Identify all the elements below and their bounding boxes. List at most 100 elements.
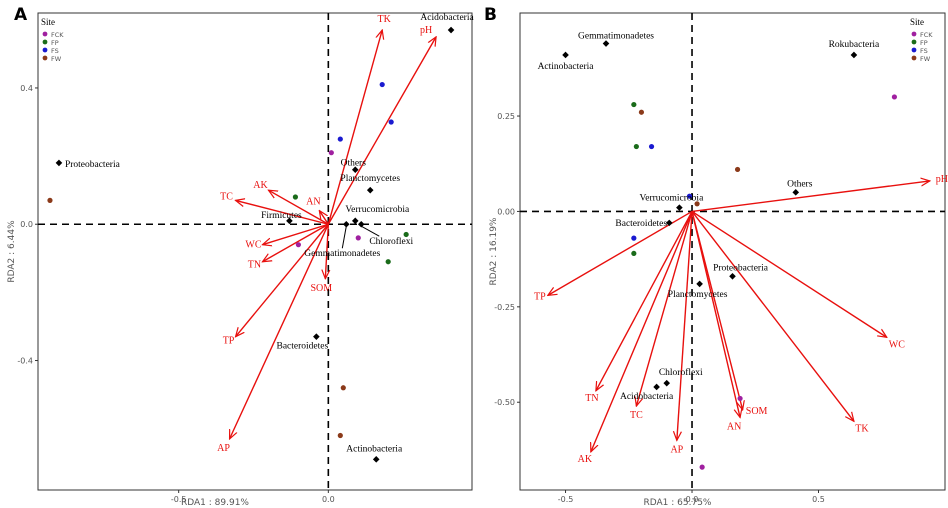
sample-point-fs [388,119,394,125]
legend-marker-fck [911,31,917,37]
y-tick-label: 0.0 [20,220,33,229]
taxon-label-gemmatimonadetes: Gemmatimonadetes [304,249,380,259]
x-tick-label: -0.5 [558,495,574,504]
sample-point-fs [686,193,693,199]
taxon-marker-proteobacteria [55,159,63,167]
arrow-label-ap: AP [217,443,230,454]
taxon-marker-acidobacteria [447,26,455,34]
taxon-marker-acidobacteria [653,383,660,391]
arrow-wc [691,210,887,337]
sample-point-fck [355,235,361,241]
legend-label-fw: FW [920,55,931,63]
legend-label-fs: FS [51,47,59,55]
arrow-tn [262,223,329,261]
x-axis-label: RDA1 : 89.91% [181,498,249,508]
arrow-an [691,211,740,417]
sample-point-fp [631,250,637,257]
sample-point-fs [337,136,343,142]
sample-point-fp [403,231,409,238]
y-tick-label: -0.25 [494,303,515,312]
taxon-marker-bacteroidetes [313,333,320,340]
taxon-label-verrucomicrobia: Verrucomicrobia [639,194,704,204]
legend-label-fw: FW [51,55,62,63]
arrow-ph [691,181,930,213]
sample-point-fck [699,464,705,470]
arrow-ap [677,211,693,440]
arrow-tc [236,200,329,225]
legend-label-fp: FP [51,39,59,47]
arrow-label-an: AN [727,421,741,432]
taxon-label-bacteroidetes: Bacteroidetes [615,219,667,229]
arrow-label-ak: AK [253,180,268,191]
arrow-som [691,211,743,409]
arrow-label-an: AN [306,197,320,208]
taxon-label-bacteroidetes: Bacteroidetes [277,342,329,352]
arrow-tp [236,223,329,336]
legend-label-fck: FCK [51,31,64,39]
legend-label-fp: FP [920,39,928,47]
x-tick-label: 0.0 [322,495,335,504]
sample-point-fw [638,109,645,115]
taxon-marker-gemmatimonadetes [342,220,350,228]
legend-marker-fw [911,55,917,61]
arrow-ak [591,211,693,451]
sample-point-fs [379,81,385,88]
arrow-wc [262,223,329,244]
arrow-label-ap: AP [670,444,683,455]
taxon-marker-others [792,189,800,196]
panel-a: A -0.5 0.0 -0.4 0.0 0.4 RDA1 : 89.91% RDA2 : 6.… [7,5,474,508]
arrow-an [319,211,329,225]
taxon-label-chloroflexi: Chloroflexi [369,236,413,247]
taxon-label-others: Others [787,179,813,189]
sample-point-fp [633,143,639,150]
legend-label-fs: FS [920,47,928,55]
arrow-label-tp: TP [223,336,235,347]
arrow-label-tk: TK [378,14,392,25]
arrow-tn [596,211,693,390]
plot-frame [37,12,473,491]
taxon-marker-others [351,166,359,174]
taxon-marker-actinobacteria [372,456,380,463]
arrow-label-tc: TC [630,410,643,421]
taxon-marker-chloroflexi [663,379,671,387]
taxon-marker-actinobacteria [562,51,569,59]
arrow-tk [327,30,382,225]
taxon-label-chloroflexi: Chloroflexi [659,367,703,378]
legend-marker-fs [42,47,48,53]
sample-point-fck [328,150,334,156]
taxon-label-firmicutes: Firmicutes [261,211,302,221]
sample-point-fp [631,101,637,108]
y-tick-label: -0.4 [17,357,33,366]
x-axis-label: RDA1 : 65.75% [644,498,712,508]
legend-title: Site [41,17,55,27]
arrow-label-tn: TN [585,393,598,404]
sample-point-fw [47,197,53,203]
taxon-label-proteobacteria: Proteobacteria [713,263,769,273]
arrow-label-wc: WC [245,240,261,251]
y-axis-label: RDA2 : 6.44% [7,220,17,283]
taxon-marker-bacteroidetes [665,219,673,227]
taxon-marker-gemmatimonadetes [602,40,610,47]
taxon-marker-proteobacteria [729,273,736,280]
taxon-label-actinobacteria: Actinobacteria [538,62,595,72]
arrow-label-tn: TN [248,260,261,271]
taxon-label-gemmatimonadetes: Gemmatimonadetes [578,32,654,42]
sample-point-fw [734,166,741,173]
arrow-ap [228,223,329,439]
arrow-tc [636,211,693,406]
arrow-ak [268,190,329,225]
sample-point-fp [385,259,391,265]
y-tick-label: 0.25 [497,112,515,121]
y-tick-label: 0.4 [20,84,33,93]
legend-marker-fs [911,47,917,53]
sample-point-fck [891,94,898,100]
sample-point-fck [737,395,743,402]
taxon-label-planctomycetes: Planctomycetes [340,174,400,184]
x-tick-label: 0.5 [812,495,825,504]
taxon-marker-chloroflexi [357,220,365,228]
sample-point-fp [292,194,299,200]
legend-title: Site [910,17,924,27]
taxon-label-others: Others [341,159,367,169]
sample-point-fs [631,235,637,241]
